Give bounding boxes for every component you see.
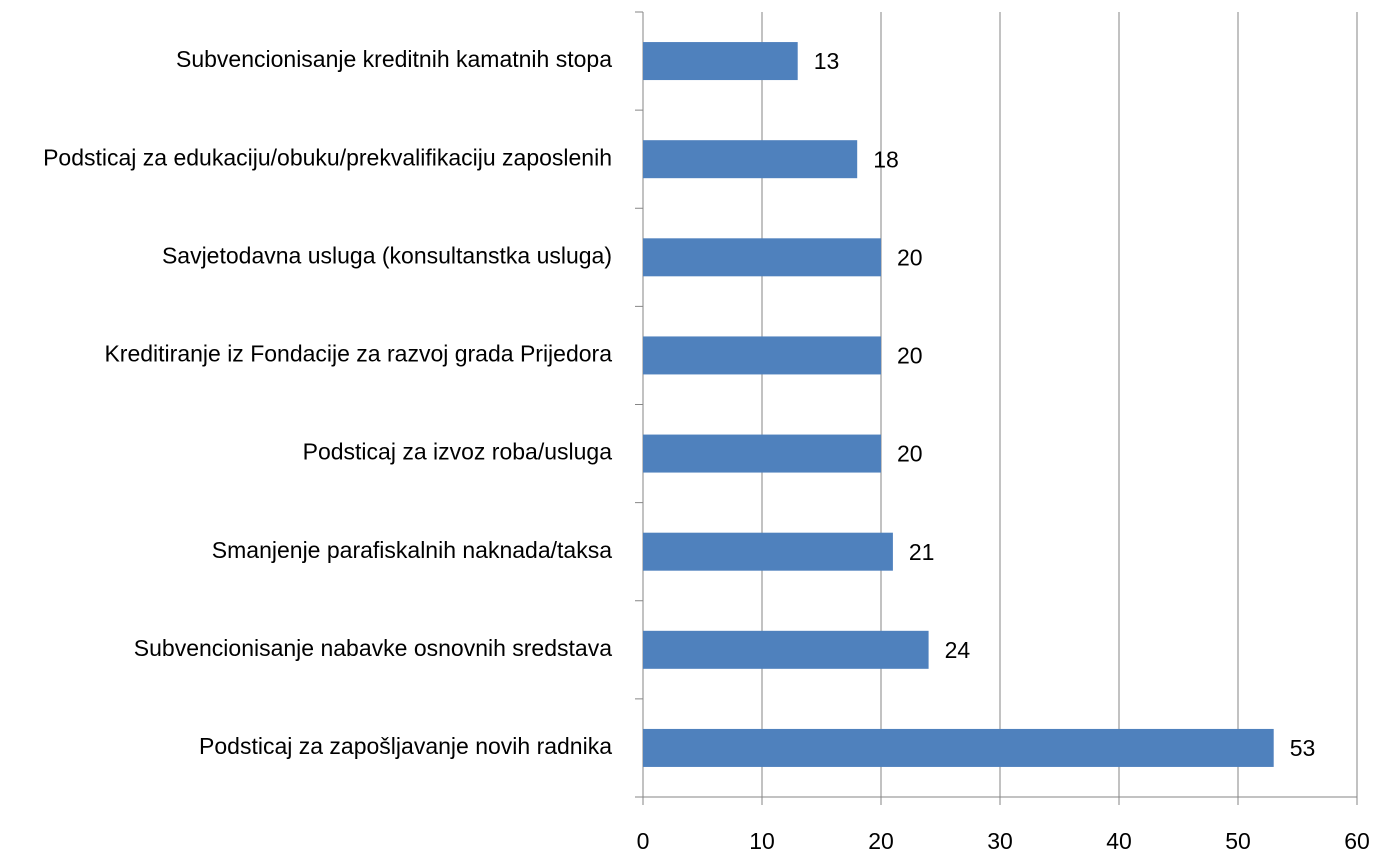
y-tick-label: Subvencionisanje nabavke osnovnih sredst…: [134, 635, 612, 661]
data-label: 21: [909, 539, 935, 565]
bar: [643, 238, 881, 277]
x-tick-label: 10: [749, 828, 775, 854]
y-tick-label: Podsticaj za zapošljavanje novih radnika: [199, 733, 612, 759]
x-tick-label: 60: [1344, 828, 1370, 854]
bar: [643, 728, 1274, 767]
bar: [643, 630, 929, 669]
bar: [643, 140, 858, 179]
data-label: 53: [1290, 735, 1316, 761]
data-label: 18: [873, 146, 899, 172]
data-label: 20: [897, 244, 923, 270]
bar: [643, 532, 893, 571]
bar: [643, 336, 881, 375]
y-tick-label: Kreditiranje iz Fondacije za razvoj grad…: [104, 341, 612, 367]
bar: [643, 434, 881, 473]
y-tick-label: Subvencionisanje kreditnih kamatnih stop…: [176, 46, 612, 72]
x-tick-label: 40: [1106, 828, 1132, 854]
data-label: 20: [897, 441, 923, 467]
data-label: 13: [814, 48, 840, 74]
y-tick-label: Smanjenje parafiskalnih naknada/taksa: [212, 537, 612, 563]
y-tick-label: Savjetodavna usluga (konsultanstka uslug…: [162, 242, 612, 268]
data-label: 20: [897, 343, 923, 369]
y-tick-label: Podsticaj za edukaciju/obuku/prekvalifik…: [43, 144, 612, 170]
x-tick-label: 30: [987, 828, 1013, 854]
x-tick-label: 20: [868, 828, 894, 854]
y-tick-label: Podsticaj za izvoz roba/usluga: [303, 439, 613, 465]
data-label: 24: [945, 637, 971, 663]
bar: [643, 42, 798, 81]
x-tick-label: 0: [637, 828, 650, 854]
x-tick-label: 50: [1225, 828, 1251, 854]
